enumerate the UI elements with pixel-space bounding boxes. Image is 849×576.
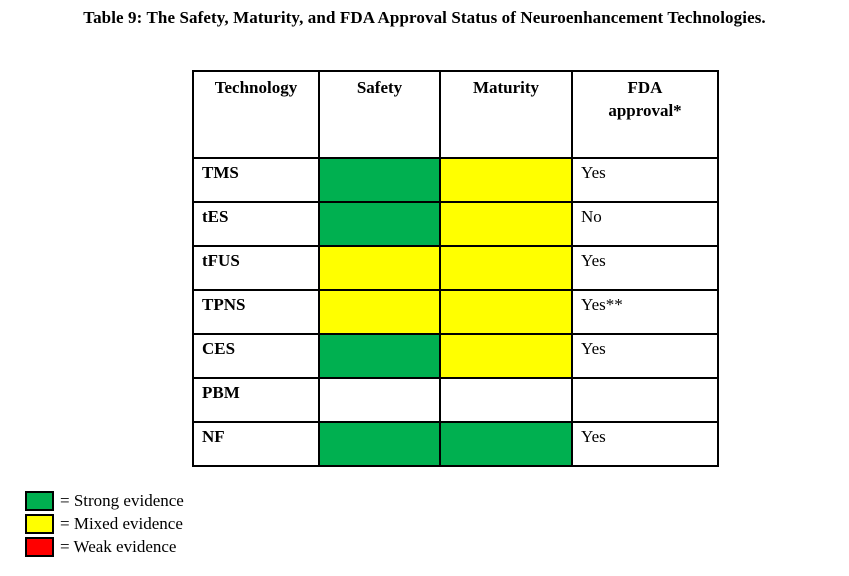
technology-cell: PBM	[192, 377, 320, 423]
table-row-pbm: PBM	[192, 377, 719, 423]
legend-item-strong: = Strong evidence	[25, 490, 184, 512]
maturity-cell	[439, 421, 573, 467]
mixed-evidence-swatch	[25, 514, 54, 534]
fda-approval-cell: Yes	[571, 333, 719, 379]
table-row-tpns: TPNS Yes**	[192, 289, 719, 335]
table-row-tes: tES No	[192, 201, 719, 247]
weak-evidence-swatch	[25, 537, 54, 557]
fda-approval-cell: Yes	[571, 421, 719, 467]
legend-label: = Strong evidence	[60, 491, 184, 510]
technology-cell: NF	[192, 421, 320, 467]
header-fda-approval: FDA approval*	[571, 70, 719, 159]
table-row-tfus: tFUS Yes	[192, 245, 719, 291]
header-technology: Technology	[192, 70, 320, 159]
technology-cell: tFUS	[192, 245, 320, 291]
header-row: Technology Safety Maturity FDA approval*	[192, 70, 719, 159]
safety-cell	[318, 201, 441, 247]
fda-approval-cell: Yes	[571, 157, 719, 203]
maturity-cell	[439, 245, 573, 291]
maturity-cell	[439, 289, 573, 335]
technology-cell: tES	[192, 201, 320, 247]
safety-cell	[318, 421, 441, 467]
technology-cell: TMS	[192, 157, 320, 203]
legend-item-weak: = Weak evidence	[25, 536, 184, 558]
safety-cell	[318, 245, 441, 291]
maturity-cell	[439, 333, 573, 379]
legend-label: = Weak evidence	[60, 537, 177, 556]
strong-evidence-swatch	[25, 491, 54, 511]
safety-cell	[318, 289, 441, 335]
table-caption: Table 9: The Safety, Maturity, and FDA A…	[83, 8, 766, 27]
table-row-ces: CES Yes	[192, 333, 719, 379]
safety-cell	[318, 377, 441, 423]
header-safety: Safety	[318, 70, 441, 159]
maturity-cell	[439, 201, 573, 247]
table-row-tms: TMS Yes	[192, 157, 719, 203]
safety-cell	[318, 157, 441, 203]
legend: = Strong evidence = Mixed evidence = Wea…	[25, 490, 184, 559]
technology-cell: TPNS	[192, 289, 320, 335]
neuroenhancement-status-table: Technology Safety Maturity FDA approval*…	[192, 70, 719, 467]
fda-approval-cell: Yes	[571, 245, 719, 291]
fda-approval-cell	[571, 377, 719, 423]
fda-approval-cell: Yes**	[571, 289, 719, 335]
legend-item-mixed: = Mixed evidence	[25, 513, 184, 535]
fda-approval-cell: No	[571, 201, 719, 247]
maturity-cell	[439, 377, 573, 423]
safety-cell	[318, 333, 441, 379]
maturity-cell	[439, 157, 573, 203]
legend-label: = Mixed evidence	[60, 514, 183, 533]
technology-cell: CES	[192, 333, 320, 379]
table-row-nf: NF Yes	[192, 421, 719, 467]
header-maturity: Maturity	[439, 70, 573, 159]
